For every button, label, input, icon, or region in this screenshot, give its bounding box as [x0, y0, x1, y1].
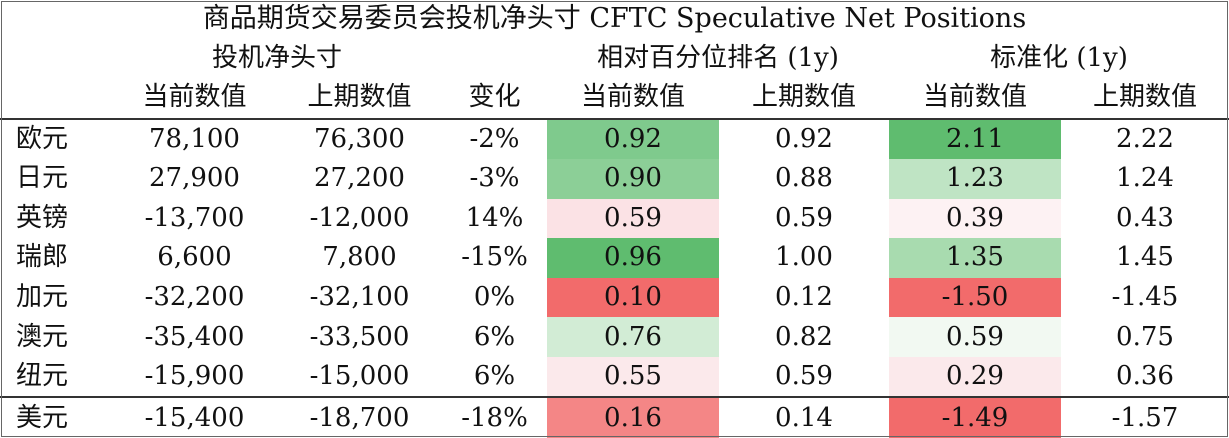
table-row: 澳元 -35,400 -33,500 6% 0.76 0.82 0.59 0.75 — [0, 317, 1229, 357]
column-header: 当前数值 — [142, 82, 247, 113]
column-header: 变化 — [468, 82, 521, 113]
rank-current-cell: 0.92 — [547, 117, 719, 160]
currency-label: 日元 — [16, 163, 69, 194]
header-spacer — [0, 78, 112, 119]
std-current-cell: 0.59 — [889, 317, 1061, 357]
net-current-cell: -32,200 — [144, 282, 245, 312]
net-current-cell: -13,700 — [144, 202, 245, 233]
header-spacer — [0, 39, 112, 79]
std-current-cell: 1.35 — [889, 238, 1061, 278]
table-row: 瑞郎 6,600 7,800 -15% 0.96 1.00 1.35 1.45 — [0, 238, 1229, 278]
net-current-cell: 27,900 — [149, 163, 240, 194]
column-header: 上期数值 — [751, 82, 856, 113]
group-header-net-positions: 投机净头寸 — [211, 42, 342, 73]
column-header: 当前数值 — [580, 82, 685, 113]
change-cell: 0% — [473, 282, 516, 312]
rank-current-cell: 0.16 — [547, 396, 719, 438]
net-previous-cell: -15,000 — [309, 361, 410, 392]
change-cell: -2% — [442, 117, 547, 160]
net-previous-cell: 76,300 — [277, 117, 442, 160]
net-current-cell: 78,100 — [112, 117, 277, 160]
rank-previous-cell: 0.14 — [719, 396, 889, 438]
net-current-cell: -35,400 — [144, 321, 245, 352]
net-current-cell: -15,900 — [144, 361, 245, 392]
rank-current-cell: 0.90 — [547, 159, 719, 199]
table-row: 英镑 -13,700 -12,000 14% 0.59 0.59 0.39 0.43 — [0, 198, 1229, 239]
currency-label: 加元 — [16, 282, 69, 312]
net-previous-cell: 27,200 — [314, 163, 405, 194]
currency-label: 美元 — [0, 396, 112, 438]
currency-label: 瑞郎 — [16, 242, 69, 273]
net-previous-cell: -18,700 — [277, 396, 442, 438]
net-previous-cell: -12,000 — [309, 202, 410, 233]
std-previous-cell: 0.75 — [1116, 321, 1174, 352]
std-current-cell: 2.11 — [889, 117, 1061, 160]
table-row: 美元 -15,400 -18,700 -18% 0.16 0.14 -1.49 -1.57 — [0, 396, 1229, 438]
std-previous-cell: 1.24 — [1116, 163, 1174, 194]
rank-previous-cell: 0.12 — [775, 282, 833, 312]
change-cell: -15% — [461, 242, 528, 273]
rank-current-cell: 0.96 — [547, 238, 719, 278]
currency-label: 欧元 — [0, 117, 112, 160]
group-header-percentile-rank: 相对百分位排名 (1y) — [597, 42, 839, 73]
std-current-cell: 1.23 — [889, 159, 1061, 199]
change-cell: 6% — [473, 321, 516, 352]
std-current-cell: -1.49 — [889, 396, 1061, 438]
std-current-cell: -1.50 — [889, 277, 1061, 318]
net-previous-cell: 7,800 — [322, 242, 397, 273]
table-row: 欧元 78,100 76,300 -2% 0.92 0.92 2.11 2.22 — [0, 117, 1229, 160]
table-title: 商品期货交易委员会投机净头寸 CFTC Speculative Net Posi… — [202, 3, 1027, 35]
column-header: 上期数值 — [1092, 82, 1197, 113]
net-previous-cell: -32,100 — [309, 282, 410, 312]
net-previous-cell: -33,500 — [309, 321, 410, 352]
column-header: 上期数值 — [307, 82, 412, 113]
change-cell: -18% — [442, 396, 547, 438]
currency-label: 纽元 — [16, 361, 69, 392]
rank-current-cell: 0.76 — [547, 317, 719, 357]
column-header: 当前数值 — [922, 82, 1027, 113]
rank-previous-cell: 0.59 — [775, 202, 833, 233]
rank-previous-cell: 0.92 — [719, 117, 889, 160]
table-row: 日元 27,900 27,200 -3% 0.90 0.88 1.23 1.24 — [0, 159, 1229, 199]
currency-label: 澳元 — [16, 321, 69, 352]
rank-current-cell: 0.10 — [547, 277, 719, 318]
std-previous-cell: -1.57 — [1061, 396, 1229, 438]
rank-previous-cell: 0.82 — [775, 321, 833, 352]
rank-current-cell: 0.55 — [547, 356, 719, 398]
rank-previous-cell: 0.88 — [775, 163, 833, 194]
std-previous-cell: 0.43 — [1116, 202, 1174, 233]
change-cell: -3% — [469, 163, 520, 194]
std-current-cell: 0.29 — [889, 356, 1061, 398]
std-previous-cell: 1.45 — [1116, 242, 1174, 273]
header-spacer — [442, 39, 547, 79]
change-cell: 14% — [465, 202, 524, 233]
std-previous-cell: 0.36 — [1116, 361, 1174, 392]
net-current-cell: -15,400 — [112, 396, 277, 438]
std-previous-cell: -1.45 — [1111, 282, 1179, 312]
rank-current-cell: 0.59 — [547, 198, 719, 239]
std-current-cell: 0.39 — [889, 198, 1061, 239]
table-row: 纽元 -15,900 -15,000 6% 0.55 0.59 0.29 0.36 — [0, 356, 1229, 398]
net-current-cell: 6,600 — [157, 242, 232, 273]
rank-previous-cell: 1.00 — [775, 242, 833, 273]
rank-previous-cell: 0.59 — [775, 361, 833, 392]
currency-label: 英镑 — [16, 202, 69, 233]
table-row: 加元 -32,200 -32,100 0% 0.10 0.12 -1.50 -1.45 — [0, 277, 1229, 318]
change-cell: 6% — [473, 361, 516, 392]
group-header-standardized: 标准化 (1y) — [990, 42, 1128, 73]
std-previous-cell: 2.22 — [1061, 117, 1229, 160]
